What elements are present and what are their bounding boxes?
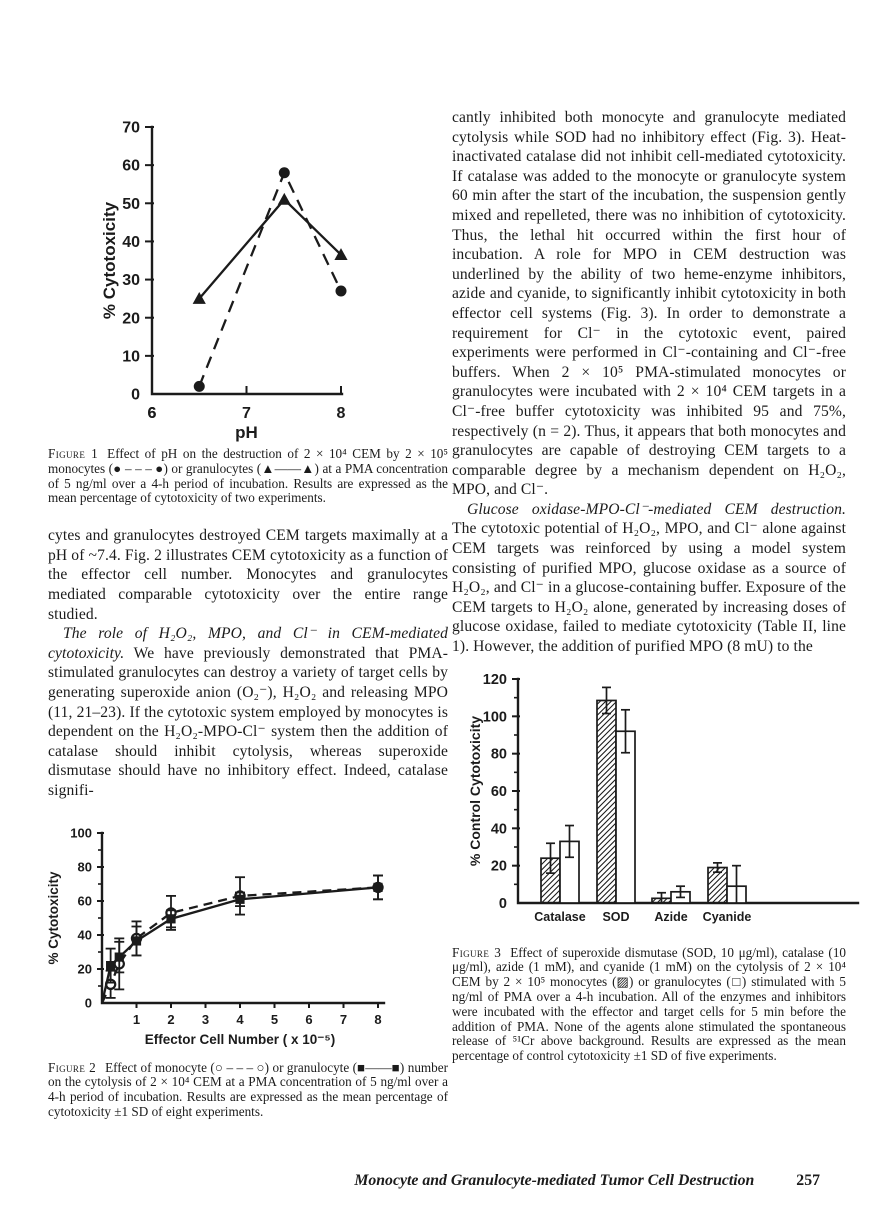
figure2-label: Figure 2 bbox=[48, 1059, 97, 1075]
running-footer: Monocyte and Granulocyte-mediated Tumor … bbox=[354, 1172, 820, 1190]
figure3-caption-text: Effect of superoxide dismutase (SOD, 10 … bbox=[452, 944, 847, 1064]
left-paragraph-2-lead: The role of H₂O₂, MPO, and Cl⁻ in CEM-me… bbox=[48, 625, 448, 662]
svg-text:40: 40 bbox=[122, 234, 140, 251]
svg-text:20: 20 bbox=[491, 858, 507, 874]
figure3-bar-chart: 0 20 40 60 80 100 120 Catalase SOD Azide Cyanide % … bbox=[467, 672, 860, 924]
svg-text:2: 2 bbox=[167, 1012, 174, 1027]
left-paragraph-2-text: We have previously demonstrated that PMA… bbox=[48, 644, 449, 799]
svg-text:30: 30 bbox=[122, 272, 140, 289]
svg-text:5: 5 bbox=[271, 1012, 278, 1027]
svg-text:0: 0 bbox=[131, 387, 140, 404]
svg-text:SOD: SOD bbox=[602, 910, 629, 924]
svg-text:40: 40 bbox=[491, 821, 507, 837]
svg-text:% Control Cytotoxicity: % Control Cytotoxicity bbox=[467, 715, 483, 865]
svg-text:6: 6 bbox=[148, 405, 157, 422]
figure3-label: Figure 3 bbox=[452, 944, 502, 960]
svg-text:7: 7 bbox=[242, 405, 251, 422]
svg-text:% Cytotoxicity: % Cytotoxicity bbox=[100, 201, 119, 319]
svg-text:6: 6 bbox=[148, 405, 157, 422]
svg-text:4: 4 bbox=[236, 1012, 244, 1027]
svg-text:1: 1 bbox=[133, 1012, 140, 1027]
svg-text:8: 8 bbox=[374, 1012, 381, 1027]
left-paragraph-1: cytes and granulocytes destroyed CEM tar… bbox=[48, 527, 448, 623]
right-column: cantly inhibited both monocyte and granu… bbox=[452, 108, 860, 1064]
svg-text:7: 7 bbox=[340, 1012, 347, 1027]
svg-text:60: 60 bbox=[78, 893, 92, 908]
svg-text:40: 40 bbox=[78, 927, 92, 942]
svg-text:0: 0 bbox=[499, 896, 507, 912]
right-paragraph-2-text: The cytotoxic potential of H₂O₂, MPO, an… bbox=[452, 520, 846, 656]
svg-text:6: 6 bbox=[305, 1012, 312, 1027]
svg-text:70: 70 bbox=[122, 120, 140, 137]
figure3-caption: Figure 3 Effect of superoxide dismutase (… bbox=[452, 944, 847, 1064]
left-column: 0 10 20 30 40 50 60 70 6 7 8 6 pH% Cytotoxicity Figu… bbox=[46, 110, 449, 1120]
svg-text:Catalase: Catalase bbox=[534, 910, 585, 924]
svg-text:0: 0 bbox=[85, 995, 92, 1010]
svg-text:3: 3 bbox=[202, 1012, 209, 1027]
figure1-caption-text: Effect of pH on the destruction of 2 × 1… bbox=[48, 446, 449, 506]
svg-text:Azide: Azide bbox=[654, 910, 687, 924]
right-paragraph-2-lead: Glucose oxidase-MPO-Cl⁻-mediated CEM des… bbox=[467, 500, 846, 518]
footer-running-title: Monocyte and Granulocyte-mediated Tumor … bbox=[354, 1172, 755, 1189]
svg-text:120: 120 bbox=[483, 672, 507, 688]
svg-text:60: 60 bbox=[122, 158, 140, 175]
svg-text:Effector Cell Number ( x 10⁻⁵): Effector Cell Number ( x 10⁻⁵) bbox=[145, 1032, 336, 1047]
svg-text:% Cytotoxicity: % Cytotoxicity bbox=[46, 871, 61, 965]
svg-text:10: 10 bbox=[122, 348, 140, 365]
figure1-label: Figure 1 bbox=[48, 446, 99, 461]
figure2-caption-text: Effect of monocyte (○ – – – ○) or granul… bbox=[48, 1059, 449, 1119]
left-paragraph-2: The role of H₂O₂, MPO, and Cl⁻ in CEM-me… bbox=[48, 624, 448, 800]
svg-text:60: 60 bbox=[491, 784, 507, 800]
figure2-caption: Figure 2 Effect of monocyte (○ – – – ○) o… bbox=[48, 1059, 449, 1120]
svg-text:80: 80 bbox=[78, 859, 92, 874]
footer-page-number: 257 bbox=[796, 1172, 820, 1189]
svg-text:100: 100 bbox=[70, 825, 92, 840]
svg-text:20: 20 bbox=[78, 961, 92, 976]
right-paragraph-2: Glucose oxidase-MPO-Cl⁻-mediated CEM des… bbox=[452, 500, 846, 657]
svg-text:Cyanide: Cyanide bbox=[703, 910, 752, 924]
right-paragraph-1: cantly inhibited both monocyte and granu… bbox=[452, 109, 846, 499]
svg-text:pH: pH bbox=[235, 423, 258, 442]
svg-text:80: 80 bbox=[491, 746, 507, 762]
svg-text:50: 50 bbox=[122, 196, 140, 213]
svg-text:100: 100 bbox=[483, 709, 507, 725]
figure2-line-chart: 0 20 40 60 80 100 1 2 3 4 5 6 7 8 Effector Cell Number… bbox=[46, 825, 386, 1047]
figure1-caption: Figure 1 Effect of pH on the destruction … bbox=[48, 446, 449, 506]
svg-text:20: 20 bbox=[122, 310, 140, 327]
svg-text:8: 8 bbox=[337, 405, 346, 422]
